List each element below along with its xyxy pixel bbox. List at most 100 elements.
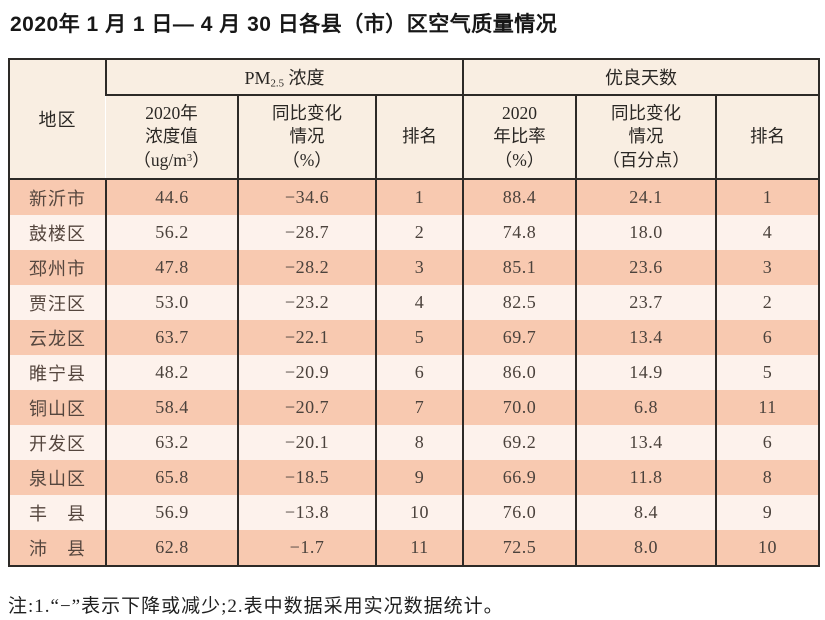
pm-value-line2: 浓度值 (145, 126, 198, 147)
header-region: 地区 (9, 59, 106, 180)
table-row: 丰 县 56.9 −13.8 10 76.0 8.4 9 (9, 495, 820, 530)
pm-rank-cell: 2 (374, 215, 464, 250)
pm-rank-cell: 6 (374, 355, 464, 390)
table-body: 新沂市 44.6 −34.6 1 88.4 24.1 1 鼓楼区 56.2 −28.7 2 74.8 1… (9, 179, 820, 566)
pm-value-unit-post: ） (192, 149, 210, 170)
pm-rank-cell: 8 (374, 425, 464, 460)
good-rate-cell: 76.0 (462, 495, 577, 530)
region-cell: 贾汪区 (9, 285, 106, 320)
good-change-cell: 23.6 (575, 250, 717, 285)
good-rank-cell: 4 (715, 215, 820, 250)
page-title: 2020年 1 月 1 日— 4 月 30 日各县（市）区空气质量情况 (10, 13, 558, 36)
pm25-label-suffix: 浓度 (284, 68, 325, 88)
good-change-line2: 情况 (628, 126, 664, 147)
table-row: 开发区 63.2 −20.1 8 69.2 13.4 6 (9, 425, 820, 460)
good-change-cell: 8.0 (575, 530, 717, 566)
good-rank-cell: 10 (715, 530, 820, 566)
pm-change-cell: −13.8 (237, 495, 376, 530)
good-change-line3: （百分点） (602, 149, 690, 170)
table-row: 邳州市 47.8 −28.2 3 85.1 23.6 3 (9, 250, 820, 285)
pm-change-cell: −34.6 (237, 179, 376, 215)
pm-change-line1: 同比变化 (272, 103, 342, 124)
good-change-cell: 6.8 (575, 390, 717, 425)
table-row: 云龙区 63.7 −22.1 5 69.7 13.4 6 (9, 320, 820, 355)
pm-value-cell: 48.2 (105, 355, 238, 390)
pm-change-cell: −18.5 (237, 460, 376, 495)
pm25-label-prefix: PM (244, 68, 271, 88)
header-good-change: 同比变化 情况 （百分点） (575, 95, 717, 180)
header-pm-value: 2020年 浓度值 （ug/m3） (106, 95, 238, 180)
pm-value-unit-exponent: 3 (186, 152, 193, 164)
pm-value-cell: 53.0 (105, 285, 238, 320)
good-change-cell: 24.1 (575, 179, 717, 215)
good-change-cell: 11.8 (575, 460, 717, 495)
good-rank-cell: 2 (715, 285, 820, 320)
good-rank-cell: 5 (715, 355, 820, 390)
good-rank-cell: 8 (715, 460, 820, 495)
good-rank-cell: 6 (715, 320, 820, 355)
pm-change-cell: −22.1 (237, 320, 376, 355)
good-rate-cell: 72.5 (462, 530, 577, 566)
pm-rank-cell: 7 (374, 390, 464, 425)
good-rank-cell: 6 (715, 425, 820, 460)
region-cell: 邳州市 (9, 250, 106, 285)
pm-rank-cell: 10 (374, 495, 464, 530)
good-rank-cell: 3 (715, 250, 820, 285)
good-rate-cell: 88.4 (462, 179, 577, 215)
good-rate-cell: 86.0 (462, 355, 577, 390)
good-rate-cell: 69.7 (462, 320, 577, 355)
pm-value-line1: 2020年 (145, 103, 198, 124)
good-rank-cell: 9 (715, 495, 820, 530)
good-rate-cell: 74.8 (462, 215, 577, 250)
pm-value-cell: 63.2 (105, 425, 238, 460)
pm-change-cell: −20.1 (237, 425, 376, 460)
good-rate-line1: 2020 (502, 103, 538, 124)
good-change-line1: 同比变化 (611, 103, 682, 124)
good-change-cell: 13.4 (575, 425, 717, 460)
good-rate-cell: 82.5 (462, 285, 577, 320)
region-cell: 丰 县 (9, 495, 106, 530)
pm-change-cell: −28.2 (237, 250, 376, 285)
header-pm-change: 同比变化 情况 （%） (237, 95, 376, 180)
pm-rank-cell: 1 (374, 179, 464, 215)
region-cell: 云龙区 (9, 320, 106, 355)
footnote: 注:1.“−”表示下降或减少;2.表中数据采用实况数据统计。 (8, 596, 504, 617)
region-cell: 睢宁县 (9, 355, 106, 390)
pm-value-cell: 62.8 (105, 530, 238, 566)
good-change-cell: 8.4 (575, 495, 717, 530)
header-sub-row: 2020年 浓度值 （ug/m3） 同比变化 情况 （%） 排名 2020 年比… (9, 95, 820, 180)
table-row: 铜山区 58.4 −20.7 7 70.0 6.8 11 (9, 390, 820, 425)
good-change-cell: 14.9 (575, 355, 717, 390)
air-quality-table: 地区 PM2.5 浓度 优良天数 2020年 浓度值 （ug/m3） 同比变化 … (8, 58, 821, 567)
pm-rank-cell: 11 (374, 530, 464, 566)
table-header: 地区 PM2.5 浓度 优良天数 2020年 浓度值 （ug/m3） 同比变化 … (9, 59, 820, 180)
header-good-rank: 排名 (715, 95, 820, 180)
table-row: 沛 县 62.8 −1.7 11 72.5 8.0 10 (9, 530, 820, 566)
good-change-cell: 13.4 (575, 320, 717, 355)
pm-change-line3: （%） (282, 149, 332, 170)
header-good-days-group: 优良天数 (462, 59, 820, 96)
region-cell: 开发区 (9, 425, 106, 460)
pm-value-cell: 47.8 (105, 250, 238, 285)
header-group-row: 地区 PM2.5 浓度 优良天数 (9, 59, 820, 180)
region-cell: 鼓楼区 (9, 215, 106, 250)
pm-rank-cell: 3 (374, 250, 464, 285)
region-cell: 铜山区 (9, 390, 106, 425)
good-rate-line3: （%） (494, 149, 545, 170)
pm-value-cell: 56.2 (105, 215, 238, 250)
pm-change-cell: −23.2 (237, 285, 376, 320)
good-change-cell: 23.7 (575, 285, 717, 320)
good-rate-cell: 66.9 (462, 460, 577, 495)
pm-change-line2: 情况 (289, 126, 325, 147)
region-cell: 沛 县 (9, 530, 106, 566)
pm-change-cell: −1.7 (237, 530, 376, 566)
good-change-cell: 18.0 (575, 215, 717, 250)
header-pm-rank: 排名 (374, 95, 464, 180)
table-row: 鼓楼区 56.2 −28.7 2 74.8 18.0 4 (9, 215, 820, 250)
table-row: 睢宁县 48.2 −20.9 6 86.0 14.9 5 (9, 355, 820, 390)
header-good-rate: 2020 年比率 （%） (462, 95, 577, 180)
pm-rank-cell: 5 (374, 320, 464, 355)
pm-rank-cell: 4 (374, 285, 464, 320)
good-rank-cell: 1 (715, 179, 820, 215)
